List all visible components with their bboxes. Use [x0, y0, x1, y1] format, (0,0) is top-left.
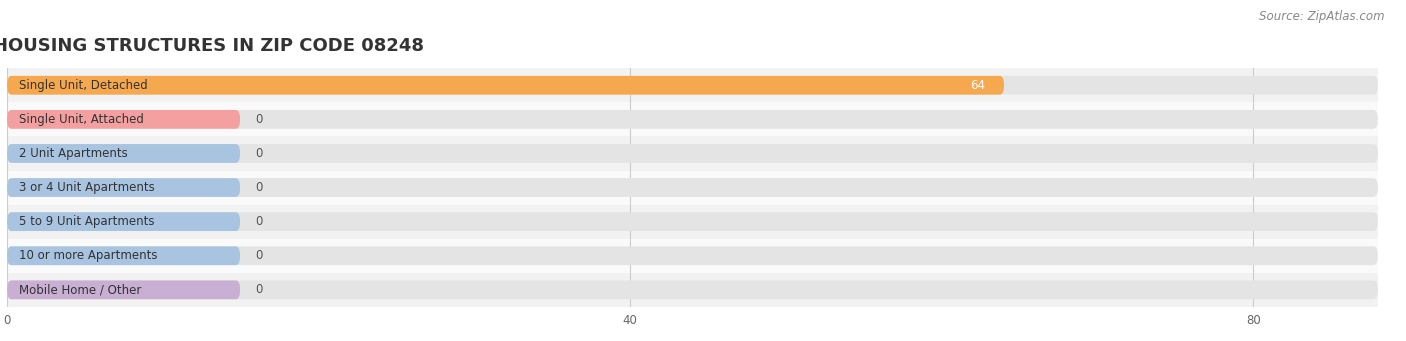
- Text: 64: 64: [970, 79, 986, 92]
- FancyBboxPatch shape: [7, 246, 240, 265]
- Text: 0: 0: [256, 249, 263, 262]
- Text: Source: ZipAtlas.com: Source: ZipAtlas.com: [1260, 10, 1385, 23]
- Text: HOUSING STRUCTURES IN ZIP CODE 08248: HOUSING STRUCTURES IN ZIP CODE 08248: [0, 37, 425, 55]
- FancyBboxPatch shape: [7, 178, 1378, 197]
- Text: Single Unit, Detached: Single Unit, Detached: [20, 79, 148, 92]
- Text: Mobile Home / Other: Mobile Home / Other: [20, 283, 142, 296]
- Bar: [7, 102, 1378, 136]
- Text: 0: 0: [256, 215, 263, 228]
- FancyBboxPatch shape: [7, 280, 1378, 299]
- FancyBboxPatch shape: [7, 76, 1004, 94]
- Text: 3 or 4 Unit Apartments: 3 or 4 Unit Apartments: [20, 181, 155, 194]
- Bar: [7, 205, 1378, 239]
- FancyBboxPatch shape: [7, 144, 240, 163]
- FancyBboxPatch shape: [7, 212, 240, 231]
- FancyBboxPatch shape: [7, 110, 1378, 129]
- Bar: [7, 68, 1378, 102]
- Text: 10 or more Apartments: 10 or more Apartments: [20, 249, 157, 262]
- Text: 5 to 9 Unit Apartments: 5 to 9 Unit Apartments: [20, 215, 155, 228]
- FancyBboxPatch shape: [7, 76, 1378, 94]
- FancyBboxPatch shape: [7, 178, 240, 197]
- FancyBboxPatch shape: [7, 110, 240, 129]
- Bar: [7, 170, 1378, 205]
- FancyBboxPatch shape: [7, 144, 1378, 163]
- Bar: [7, 273, 1378, 307]
- FancyBboxPatch shape: [7, 212, 1378, 231]
- FancyBboxPatch shape: [7, 246, 1378, 265]
- Text: 0: 0: [256, 283, 263, 296]
- Bar: [7, 239, 1378, 273]
- Text: 0: 0: [256, 181, 263, 194]
- Text: Single Unit, Attached: Single Unit, Attached: [20, 113, 145, 126]
- Text: 0: 0: [256, 147, 263, 160]
- Bar: [7, 136, 1378, 170]
- FancyBboxPatch shape: [7, 280, 240, 299]
- Text: 2 Unit Apartments: 2 Unit Apartments: [20, 147, 128, 160]
- Text: 0: 0: [256, 113, 263, 126]
